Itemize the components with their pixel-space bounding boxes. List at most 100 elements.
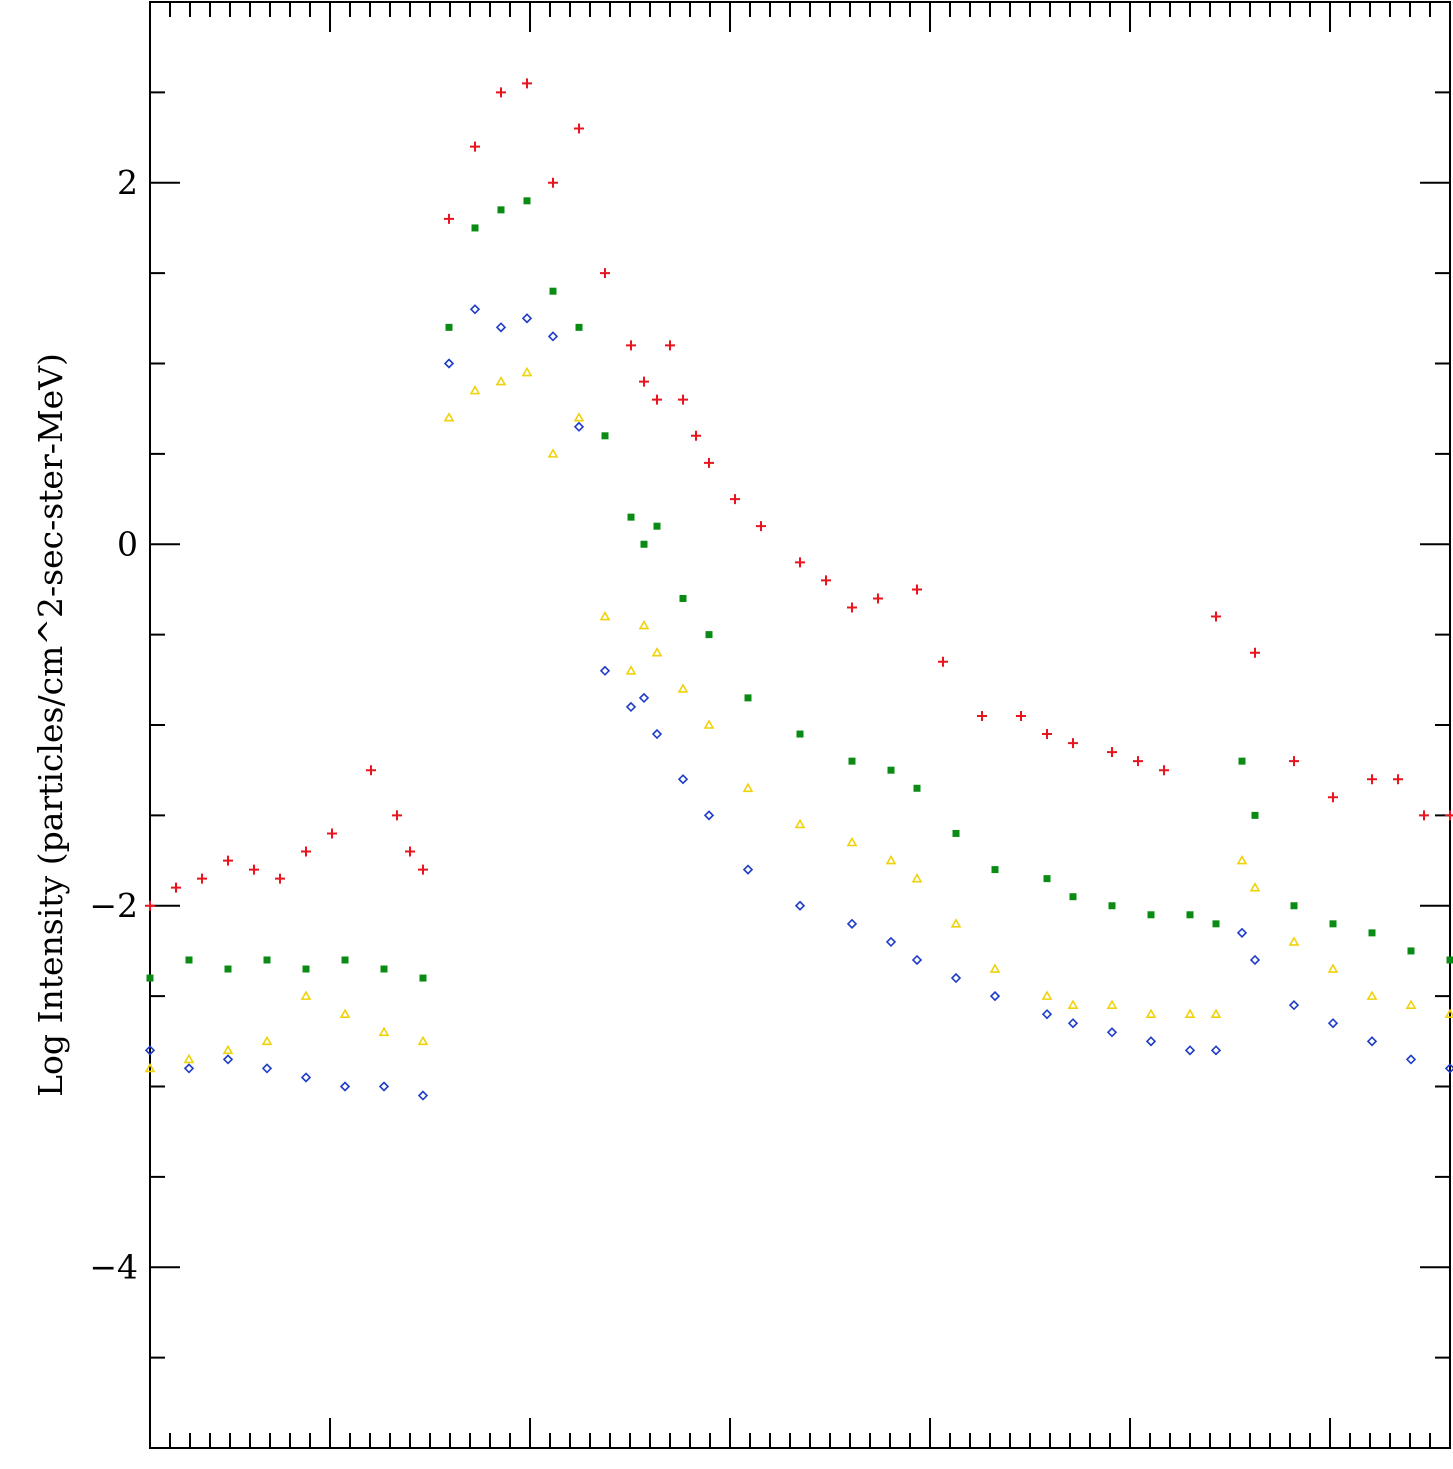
y-tick-label: 2 [117,163,138,202]
data-point-series_4 [638,692,650,704]
data-point-series_2 [952,829,960,837]
data-point-series_3 [339,1008,351,1018]
data-point-series_3 [222,1044,234,1055]
data-point-series_3 [1405,999,1417,1009]
data-point-series_3 [495,375,507,386]
data-point-series_1 [1133,756,1143,767]
data-point-series_1 [223,855,233,866]
data-point-series_2 [471,224,479,232]
data-point-series_2 [1251,811,1259,819]
data-point-series_4 [1405,1054,1417,1065]
data-point-series_2 [1290,902,1298,910]
data-point-series_4 [1067,1018,1079,1029]
data-point-series_3 [144,1062,156,1073]
data-point-series_1 [327,828,337,839]
data-point-series_4 [1327,1018,1339,1029]
data-point-series_3 [651,647,663,657]
data-point-series_1 [873,593,883,604]
data-point-series_2 [848,757,856,765]
data-point-series_1 [405,846,415,857]
data-point-series_3 [989,963,1001,973]
data-point-series_1 [847,602,857,613]
data-point-series_1 [704,457,714,468]
data-point-series_1 [1289,756,1299,767]
data-point-series_1 [626,340,636,351]
data-point-series_2 [1043,875,1051,883]
data-point-series_1 [938,656,948,667]
data-point-series_2 [224,965,232,973]
data-point-series_3 [677,683,689,693]
data-point-series_1 [1445,810,1453,821]
data-point-series_3 [261,1035,273,1046]
data-point-series_4 [261,1063,273,1074]
data-point-series_4 [599,665,611,676]
data-point-series_1 [756,521,766,532]
data-point-series_4 [495,322,507,333]
data-point-series_1 [1068,738,1078,749]
data-point-series_3 [950,918,962,928]
data-point-series_1 [1159,765,1169,776]
data-point-series_4 [417,1090,429,1101]
data-point-series_1 [522,78,532,89]
data-point-series_4 [651,728,663,740]
y-tick-label: 0 [117,524,138,563]
data-point-series_4 [339,1081,351,1092]
data-point-series_4 [573,421,585,432]
data-point-series_2 [1407,947,1415,955]
data-point-series_2 [146,974,154,982]
data-point-series_1 [1211,611,1221,622]
data-point-series_2 [1329,920,1337,928]
data-point-series_3 [742,782,754,793]
data-point-series_3 [1067,999,1079,1009]
data-point-series_3 [1327,963,1339,973]
data-point-series_4 [794,900,806,911]
data-point-series_4 [1210,1045,1222,1056]
data-point-series_1 [912,584,922,595]
data-point-series_1 [1016,710,1026,721]
data-point-series_1 [366,765,376,776]
data-point-series_1 [639,376,649,387]
data-point-series_1 [548,177,558,188]
data-point-series_4 [547,331,559,342]
data-point-series_2 [445,323,453,331]
y-axis-title: Log Intensity (particles/cm^2-sec-ster-M… [31,353,70,1097]
data-point-series_1 [795,557,805,568]
data-point-series_2 [744,694,752,702]
data-point-series_1 [1042,729,1052,740]
data-point-series_3 [547,448,559,458]
data-point-series_2 [1238,757,1246,765]
data-point-series_2 [796,730,804,738]
data-point-series_3 [183,1053,195,1064]
data-point-series_2 [1147,911,1155,919]
data-point-series_2 [601,432,609,440]
data-point-series_3 [300,990,312,1000]
data-point-series_3 [1366,990,1378,1000]
data-point-series_3 [1184,1008,1196,1018]
data-point-series_4 [846,918,858,929]
data-point-series_3 [378,1026,390,1037]
data-point-series_4 [300,1072,312,1083]
data-point-series_4 [625,701,637,713]
data-point-series_1 [977,710,987,721]
data-point-series_2 [185,956,193,964]
data-point-series_1 [171,882,181,893]
x-axis-ticks [149,2,1451,1448]
data-point-series_3 [599,610,611,621]
data-point-series_2 [640,540,648,548]
data-point-series_3 [846,836,858,847]
data-point-series_2 [523,197,531,205]
data-point-series_1 [418,864,428,875]
data-point-series_3 [521,366,533,377]
data-point-series_2 [679,594,687,602]
data-point-series_2 [1212,920,1220,928]
data-point-series_3 [1249,882,1261,892]
data-point-series_2 [1186,911,1194,919]
data-point-series_4 [885,936,897,948]
data-point-series_3 [469,384,481,395]
data-point-series_4 [469,304,481,315]
data-point-series_1 [1367,774,1377,785]
data-point-series_3 [703,719,715,729]
data-point-series_1 [496,87,506,98]
data-point-series_1 [691,430,701,441]
